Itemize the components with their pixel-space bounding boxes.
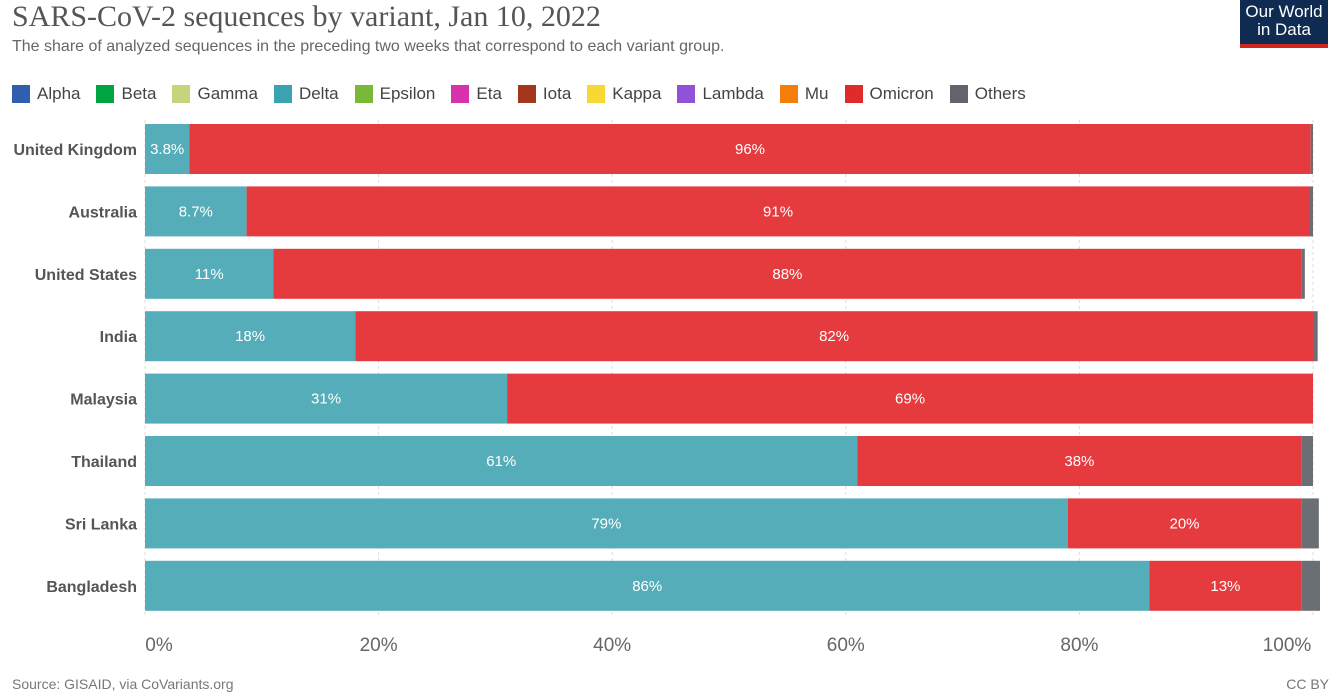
- bar-omicron: [273, 248, 1302, 299]
- legend-item-epsilon[interactable]: Epsilon: [354, 84, 436, 104]
- x-tick-label: 100%: [1263, 635, 1312, 656]
- bar-delta: [145, 436, 858, 486]
- legend-swatch: [587, 85, 606, 103]
- bar-delta: [145, 248, 274, 299]
- bar-omicron: [507, 373, 1314, 424]
- data-label: 86%: [632, 578, 662, 595]
- legend-label: Iota: [542, 84, 572, 103]
- legend-label: Epsilon: [379, 84, 436, 103]
- legend-label: Alpha: [37, 84, 81, 103]
- legend-item-beta[interactable]: Beta: [96, 84, 156, 104]
- bar-omicron: [189, 124, 1311, 174]
- data-label: 91%: [763, 203, 793, 220]
- legend-swatch: [677, 85, 696, 103]
- bar-omicron: [1149, 560, 1302, 611]
- source-note: Source: GISAID, via CoVariants.org: [12, 676, 234, 692]
- legend-swatch: [172, 85, 191, 103]
- chart-title: SARS-CoV-2 sequences by variant, Jan 10,…: [12, 0, 601, 33]
- category-label: Australia: [69, 204, 138, 221]
- legend-item-mu[interactable]: Mu: [779, 84, 829, 104]
- data-label: 13%: [1210, 578, 1240, 595]
- bar-others: [1310, 124, 1313, 174]
- data-label: 82%: [819, 328, 849, 345]
- bar-omicron: [246, 186, 1310, 237]
- bar-delta: [145, 373, 508, 424]
- legend-label: Lambda: [702, 84, 764, 103]
- data-label: 20%: [1170, 515, 1200, 532]
- bar-others: [1301, 560, 1321, 611]
- license-link[interactable]: CC BY: [1286, 676, 1329, 692]
- data-label: 18%: [235, 328, 265, 345]
- bar-others: [1301, 498, 1319, 549]
- x-tick-label: 0%: [145, 635, 173, 656]
- bar-others: [1301, 436, 1313, 486]
- legend-item-iota[interactable]: Iota: [517, 84, 572, 104]
- legend-swatch: [273, 85, 292, 103]
- data-label: 11%: [195, 266, 224, 283]
- legend-item-gamma[interactable]: Gamma: [172, 84, 258, 104]
- bar-delta: [145, 311, 356, 362]
- category-label: Malaysia: [70, 392, 137, 409]
- category-label: Bangladesh: [46, 579, 137, 596]
- data-label: 69%: [895, 391, 925, 408]
- legend-label: Others: [974, 84, 1026, 103]
- x-tick-label: 20%: [360, 635, 398, 656]
- bar-omicron: [355, 311, 1313, 362]
- legend-swatch: [12, 85, 30, 103]
- x-tick-label: 80%: [1060, 635, 1098, 656]
- legend-swatch: [949, 85, 968, 103]
- legend-swatch: [844, 85, 863, 103]
- legend: Alpha Beta Gamma Delta Epsilon Eta Iota Kappa La…: [12, 84, 1042, 104]
- bar-chart: 0% 20% 40% 60% 80% 100% United Kingdom 3.8% 96% A…: [13, 120, 1321, 656]
- legend-label: Kappa: [612, 84, 662, 103]
- bar-others: [1313, 311, 1318, 362]
- data-label: 3.8%: [150, 141, 184, 158]
- bar-omicron: [1067, 498, 1302, 549]
- data-label: 38%: [1064, 453, 1094, 470]
- bar-delta: [145, 124, 190, 174]
- bar-delta: [145, 186, 247, 237]
- legend-swatch: [451, 85, 470, 103]
- x-tick-label: 40%: [593, 635, 631, 656]
- bar-delta: [145, 560, 1150, 611]
- legend-item-alpha[interactable]: Alpha: [12, 84, 80, 104]
- bar-others: [1309, 186, 1313, 237]
- category-label: India: [100, 329, 137, 346]
- bar-omicron: [857, 436, 1302, 486]
- category-label: United States: [35, 267, 137, 284]
- chart-subtitle: The share of analyzed sequences in the p…: [12, 38, 725, 55]
- legend-swatch: [517, 85, 536, 103]
- legend-label: Beta: [121, 84, 157, 103]
- legend-label: Delta: [298, 84, 339, 103]
- legend-item-omicron[interactable]: Omicron: [844, 84, 934, 104]
- data-label: 8.7%: [179, 203, 213, 220]
- legend-item-delta[interactable]: Delta: [273, 84, 339, 104]
- legend-label: Eta: [476, 84, 502, 103]
- bar-others: [1301, 248, 1305, 299]
- data-label: 88%: [772, 266, 802, 283]
- category-label: Sri Lanka: [65, 516, 137, 533]
- legend-item-eta[interactable]: Eta: [451, 84, 502, 104]
- legend-item-kappa[interactable]: Kappa: [587, 84, 661, 104]
- category-label: United Kingdom: [13, 142, 137, 159]
- data-label: 31%: [311, 391, 341, 408]
- bar-delta: [145, 498, 1068, 549]
- owid-logo[interactable]: Our World in Data: [1240, 0, 1328, 48]
- legend-item-lambda[interactable]: Lambda: [677, 84, 764, 104]
- data-label: 61%: [486, 453, 516, 470]
- legend-swatch: [354, 85, 373, 103]
- logo-line-1: Our World: [1245, 2, 1323, 21]
- legend-swatch: [779, 85, 798, 103]
- data-label: 79%: [591, 515, 621, 532]
- legend-label: Gamma: [197, 84, 258, 103]
- data-label: 96%: [735, 141, 765, 158]
- legend-label: Omicron: [869, 84, 934, 103]
- category-label: Thailand: [71, 454, 137, 471]
- legend-swatch: [96, 85, 115, 103]
- legend-label: Mu: [804, 84, 829, 103]
- legend-item-others[interactable]: Others: [949, 84, 1026, 104]
- x-tick-label: 60%: [827, 635, 865, 656]
- logo-line-2: in Data: [1257, 20, 1311, 39]
